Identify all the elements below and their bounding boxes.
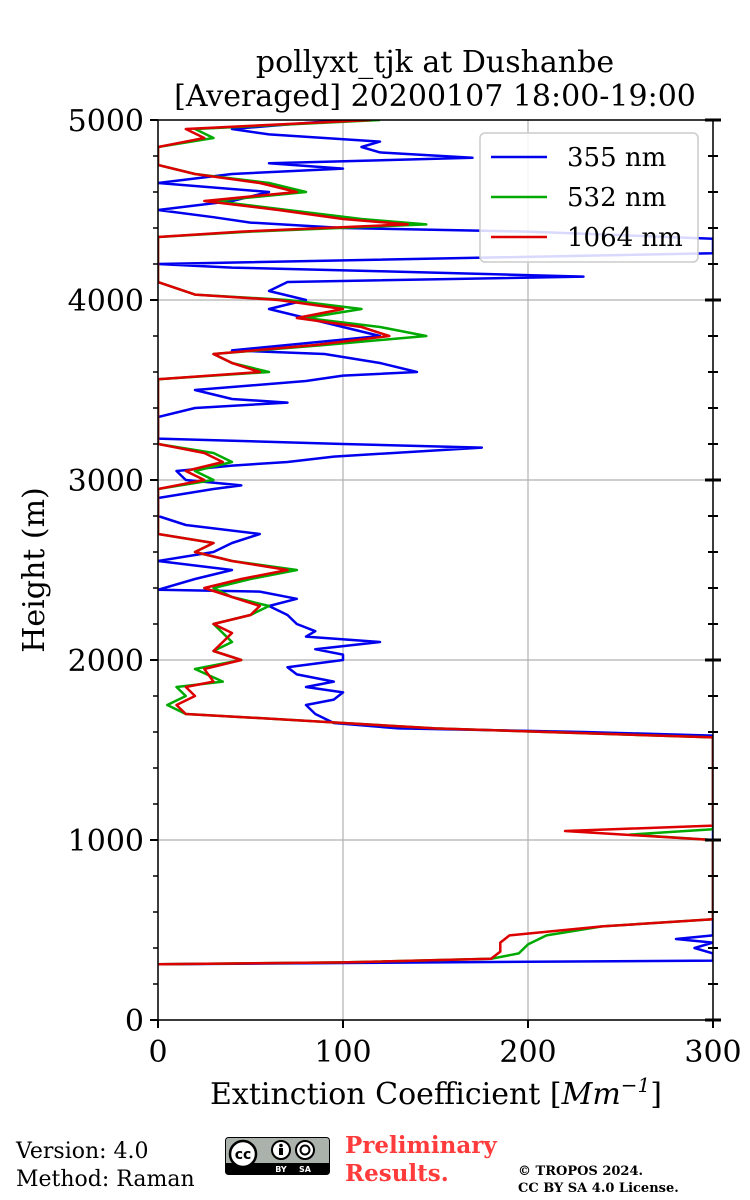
x-axis-label-prefix: Extinction Coefficient [: [210, 1077, 562, 1112]
x-tick-label: 0: [148, 1035, 167, 1070]
version-text: Version: 4.0: [16, 1139, 149, 1164]
chart-title-line2: [Averaged] 20200107 18:00-19:00: [174, 79, 696, 114]
axis-ticks: [150, 118, 721, 1028]
y-tick-label: 2000: [68, 644, 144, 679]
x-axis-label-unit: Mm: [561, 1077, 621, 1112]
legend-label: 1064 nm: [567, 223, 683, 253]
cc-by-sa-license-badge[interactable]: cc BY SA: [225, 1137, 330, 1175]
share-alike-icon-arc: [299, 1144, 311, 1156]
cc-logo-icon: [228, 1139, 258, 1169]
extinction-profile-chart: pollyxt_tjk at Dushanbe [Averaged] 20200…: [17, 45, 742, 1112]
series-group: [158, 120, 713, 966]
preliminary-results-text: Preliminary Results.: [345, 1132, 497, 1188]
preliminary-line1: Preliminary: [345, 1132, 497, 1159]
badge-sa-label: SA: [299, 1165, 312, 1174]
y-axis-label: Height (m): [17, 487, 52, 652]
chart-title-line1: pollyxt_tjk at Dushanbe: [256, 45, 614, 80]
plot-frame: [157, 119, 714, 1021]
legend-box: [479, 132, 699, 263]
attribution-icon-head: [279, 1143, 283, 1148]
x-tick-label: 200: [499, 1035, 556, 1070]
attribution-icon-body: [279, 1148, 283, 1155]
y-tick-label: 3000: [68, 464, 144, 499]
x-tick-label: 100: [314, 1035, 371, 1070]
share-alike-icon: [295, 1140, 315, 1160]
legend-items: 355 nm 532 nm 1064 nm: [491, 143, 683, 253]
series-line-1064-nm: [158, 120, 713, 966]
cc-logo-text: cc: [235, 1147, 252, 1163]
y-tick-label: 5000: [68, 104, 144, 139]
x-tick-label: 300: [684, 1035, 741, 1070]
x-axis-label-exp: −1: [621, 1073, 650, 1097]
x-axis-label-suffix: ]: [650, 1077, 662, 1112]
copyright-text: © TROPOS 2024.: [518, 1164, 644, 1179]
method-text: Method: Raman: [16, 1167, 195, 1192]
y-tick-label: 0: [125, 1004, 144, 1039]
legend: 355 nm 532 nm 1064 nm: [479, 132, 699, 263]
legend-label: 532 nm: [567, 183, 666, 213]
badge-by-label: BY: [275, 1165, 287, 1174]
license-text: CC BY SA 4.0 License.: [518, 1181, 679, 1196]
y-tick-label: 4000: [68, 284, 144, 319]
preliminary-line2: Results.: [345, 1160, 449, 1187]
legend-label: 355 nm: [567, 143, 666, 173]
x-axis-label: Extinction Coefficient [Mm−1]: [210, 1073, 662, 1112]
y-tick-label: 1000: [68, 824, 144, 859]
